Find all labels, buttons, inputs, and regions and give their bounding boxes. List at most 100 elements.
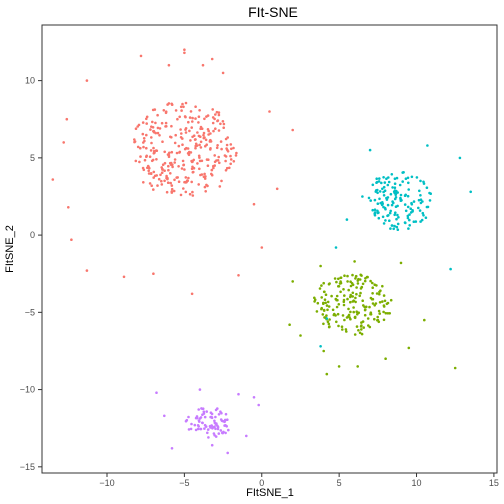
y-axis-ticks: −15 −10 −5 0 5 10	[20, 76, 42, 472]
scatter-point-series-1	[191, 116, 194, 120]
scatter-point-series-2	[373, 304, 377, 307]
scatter-point-series-4	[210, 443, 214, 447]
scatter-point-series-1	[226, 136, 229, 139]
scatter-point-series-3	[389, 209, 393, 213]
scatter-point-series-2	[341, 314, 345, 317]
scatter-point-series-1	[194, 138, 197, 141]
scatter-point-series-1	[183, 51, 186, 55]
scatter-point-series-2	[362, 326, 366, 329]
scatter-point-series-4	[190, 422, 193, 426]
scatter-point-series-2	[341, 328, 344, 331]
scatter-point-series-1	[152, 146, 155, 150]
scatter-point-series-1	[164, 121, 168, 125]
scatter-point-series-2	[369, 311, 373, 315]
scatter-point-series-4	[187, 415, 190, 419]
scatter-point-series-1	[147, 169, 150, 173]
scatter-point-series-1	[211, 121, 215, 125]
scatter-point-series-2	[337, 365, 341, 368]
scatter-point-series-4	[201, 421, 204, 425]
scatter-point-series-2	[363, 313, 367, 317]
scatter-point-series-3	[410, 175, 414, 179]
scatter-point-series-1	[192, 158, 195, 162]
scatter-point-series-3	[390, 173, 394, 176]
scatter-point-series-1	[170, 150, 174, 154]
scatter-point-series-2	[342, 303, 346, 307]
scatter-point-series-2	[349, 300, 352, 304]
scatter-point-series-2	[353, 260, 356, 263]
scatter-point-series-1	[150, 141, 153, 145]
scatter-point-series-3	[392, 227, 396, 231]
scatter-point-series-4	[227, 428, 230, 432]
scatter-point-series-1	[133, 138, 136, 141]
scatter-point-series-1	[197, 115, 201, 118]
scatter-point-series-2	[383, 299, 387, 303]
scatter-point-series-2	[352, 310, 356, 314]
scatter-point-series-1	[134, 127, 138, 130]
scatter-point-series-2	[355, 286, 358, 289]
scatter-point-series-2	[326, 300, 330, 304]
scatter-point-series-4	[225, 425, 228, 428]
scatter-point-series-2	[319, 264, 322, 268]
scatter-point-series-3	[384, 219, 387, 222]
scatter-point-series-3	[406, 176, 410, 180]
scatter-point-series-3	[426, 144, 429, 147]
scatter-point-series-3	[383, 181, 387, 184]
scatter-point-series-3	[376, 202, 380, 205]
scatter-point-series-3	[419, 198, 423, 201]
scatter-point-series-1	[152, 149, 156, 153]
scatter-point-series-3	[424, 216, 428, 219]
scatter-point-series-1	[215, 146, 219, 150]
scatter-point-series-3	[373, 208, 377, 211]
scatter-point-series-4	[199, 427, 202, 431]
scatter-point-series-1	[176, 176, 179, 179]
scatter-point-series-2	[375, 292, 379, 295]
scatter-point-series-3	[422, 182, 426, 185]
scatter-point-series-2	[328, 282, 331, 285]
scatter-point-series-3	[398, 183, 402, 187]
scatter-point-series-2	[361, 320, 365, 323]
scatter-point-series-1	[189, 110, 193, 113]
scatter-point-series-1	[187, 120, 190, 124]
scatter-point-series-2	[330, 294, 333, 298]
scatter-point-series-1	[188, 192, 192, 196]
scatter-point-series-1	[147, 172, 151, 175]
scatter-point-series-1	[222, 122, 226, 126]
scatter-point-series-1	[141, 121, 145, 124]
scatter-point-series-1	[164, 125, 167, 128]
scatter-point-series-2	[378, 312, 382, 315]
scatter-point-series-1	[225, 166, 229, 170]
scatter-point-series-1	[182, 187, 185, 190]
scatter-point-series-1	[169, 163, 173, 167]
scatter-point-series-1	[181, 159, 185, 163]
scatter-point-series-1	[213, 154, 216, 157]
scatter-point-series-3	[382, 190, 385, 194]
scatter-point-series-1	[170, 184, 174, 187]
scatter-point-series-1	[141, 132, 145, 136]
scatter-point-series-2	[324, 301, 328, 305]
scatter-point-series-2	[345, 316, 349, 319]
scatter-point-series-1	[217, 129, 221, 132]
scatter-point-series-2	[352, 299, 356, 303]
scatter-point-series-2	[336, 312, 340, 316]
scatter-point-series-2	[321, 313, 325, 316]
scatter-point-series-3	[406, 205, 410, 209]
scatter-point-series-3	[410, 201, 413, 205]
scatter-point-series-1	[218, 185, 222, 188]
scatter-point-series-1	[166, 153, 170, 156]
scatter-point-series-4	[217, 413, 221, 416]
scatter-point-series-1	[159, 173, 162, 177]
scatter-point-series-1	[181, 137, 184, 140]
scatter-point-series-3	[469, 190, 473, 194]
x-axis-ticks: −10 −5 0 5 10 15	[99, 473, 499, 488]
scatter-point-series-2	[337, 324, 340, 328]
scatter-point-series-1	[220, 147, 223, 151]
scatter-point-series-1	[167, 63, 171, 67]
scatter-point-series-2	[338, 282, 342, 285]
scatter-point-series-4	[226, 451, 229, 455]
scatter-point-series-4	[257, 403, 261, 407]
scatter-point-series-1	[160, 121, 164, 125]
scatter-point-series-1	[210, 172, 213, 176]
scatter-point-series-2	[343, 318, 346, 322]
scatter-point-series-1	[197, 134, 201, 138]
scatter-point-series-3	[407, 181, 410, 185]
